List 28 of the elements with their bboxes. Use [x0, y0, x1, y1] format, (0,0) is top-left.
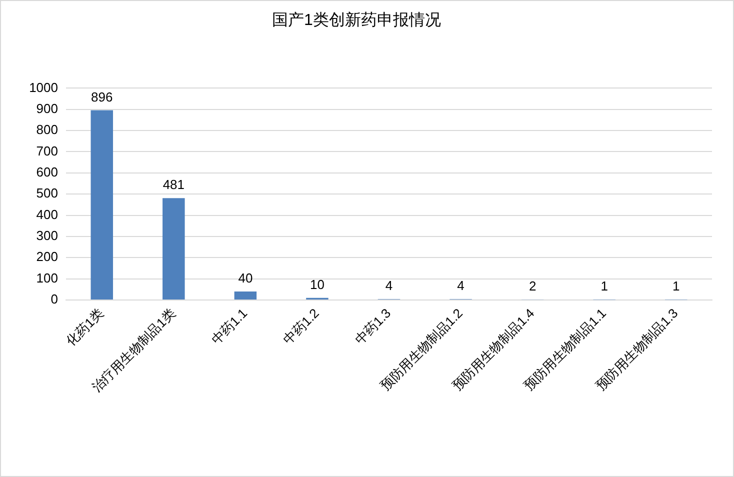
x-tick-label: 中药1.1: [208, 306, 250, 348]
y-tick-label: 700: [36, 143, 58, 158]
y-tick-label: 500: [36, 186, 58, 201]
y-tick-label: 400: [36, 206, 58, 222]
chart-title: 国产1类创新药申报情况: [272, 11, 441, 30]
data-label: 481: [162, 177, 185, 192]
bar: [162, 198, 185, 300]
bar: [234, 292, 257, 300]
data-label: 40: [238, 270, 253, 286]
data-label: 896: [91, 89, 113, 104]
y-tick-label: 900: [36, 100, 58, 116]
y-tick-label: 200: [36, 249, 58, 264]
data-label: 1: [600, 278, 608, 294]
y-tick-label: 0: [50, 292, 58, 307]
data-label: 10: [310, 276, 324, 292]
y-tick-label: 1000: [29, 80, 58, 95]
y-tick-label: 300: [36, 228, 58, 244]
y-tick-label: 600: [36, 164, 58, 180]
x-tick-label: 化药1类: [63, 306, 107, 349]
y-tick-label: 800: [36, 122, 58, 138]
x-tick-label: 中药1.2: [280, 306, 322, 348]
data-label: 4: [457, 278, 464, 294]
data-label: 1: [672, 278, 680, 294]
x-tick-label: 中药1.3: [352, 306, 394, 348]
y-tick-label: 100: [36, 270, 58, 286]
data-label: 4: [385, 278, 393, 294]
data-label: 2: [528, 278, 536, 294]
bar: [90, 110, 114, 300]
